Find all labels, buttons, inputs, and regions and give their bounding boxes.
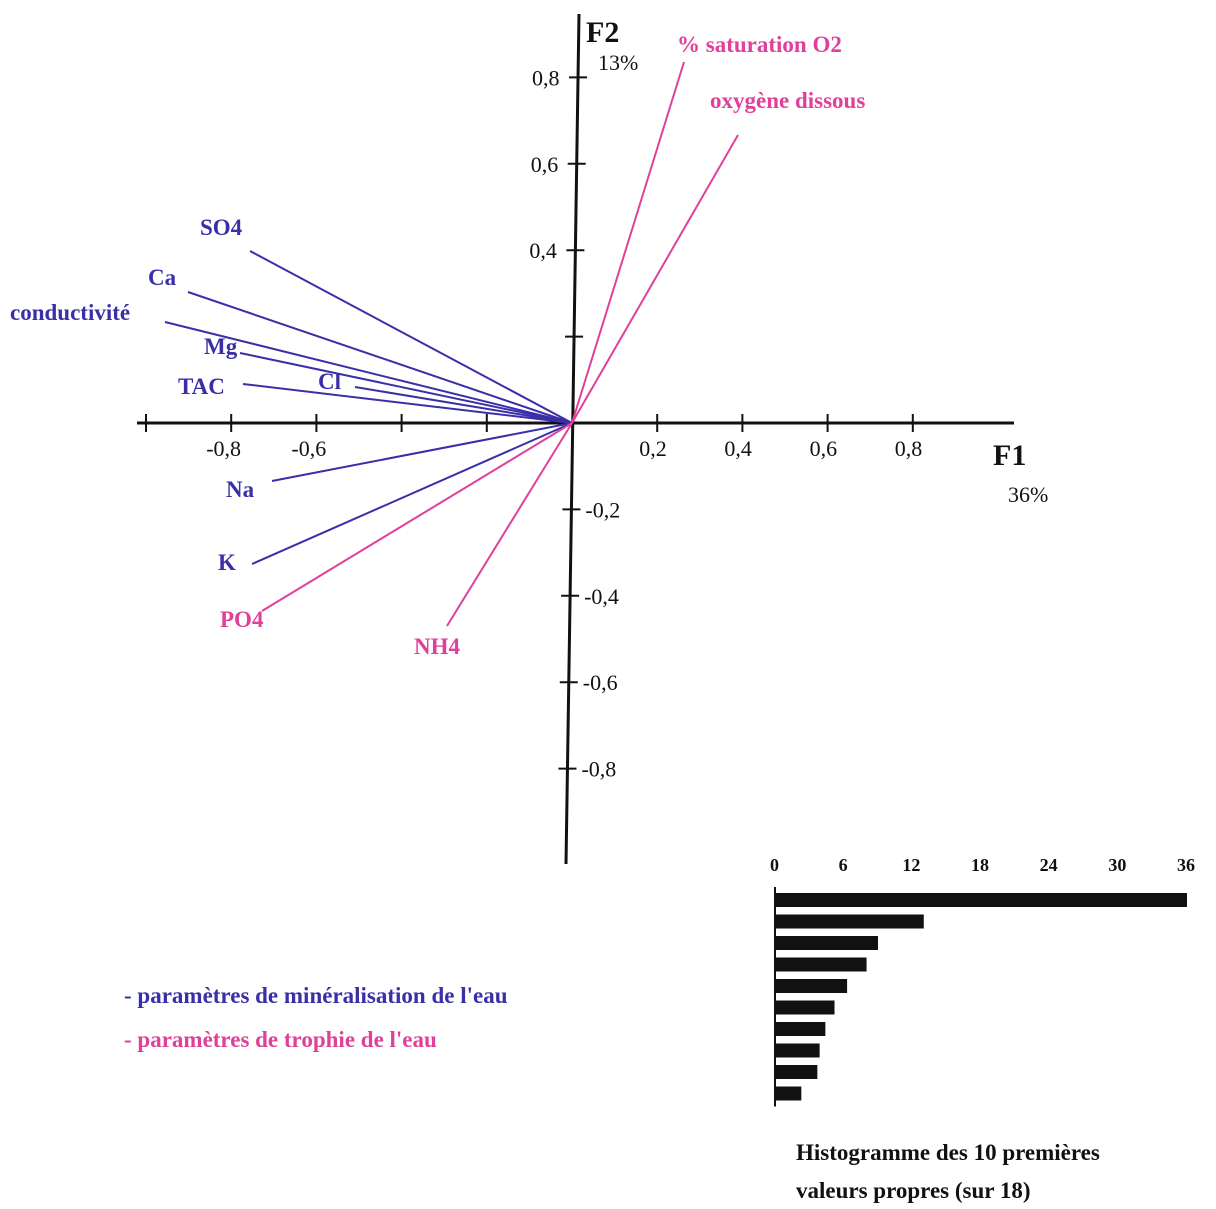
vector-line: [249, 250, 573, 424]
eigenvalue-histogram: 0 6 12 18 24 30 36: [770, 855, 1195, 1107]
vector-label: Cl: [318, 369, 341, 394]
y-tick-label: -0,4: [584, 584, 619, 609]
x-axis-variance: 36%: [1008, 482, 1048, 507]
vector-line: [571, 61, 685, 424]
vector-line: [354, 386, 573, 424]
x-axis-name: F1: [993, 439, 1026, 472]
vector-line: [261, 422, 573, 612]
y-tick-label: 0,8: [532, 65, 560, 90]
histogram-bar: [775, 914, 924, 929]
vector-label: PO4: [220, 607, 264, 632]
histogram-bar: [775, 1000, 835, 1015]
y-axis-name: F2: [586, 16, 619, 49]
x-tick-label: -0,8: [206, 436, 241, 461]
y-tick-label: -0,2: [585, 497, 620, 522]
x-tick-label: 0,2: [639, 436, 667, 461]
y-axis-line: [564, 13, 581, 865]
legend: - paramètres de minéralisation de l'eau …: [124, 983, 508, 1052]
vector-line: [239, 352, 573, 424]
vector-label: TAC: [178, 374, 225, 399]
vector-label: NH4: [414, 634, 461, 659]
legend-mineralisation: - paramètres de minéralisation de l'eau: [124, 983, 508, 1008]
vector-line: [187, 291, 573, 424]
vector-label: Mg: [204, 334, 238, 359]
variable-vectors: SO4 Ca conductivité Mg TAC Cl Na K PO4 NH4 % satur…: [10, 32, 865, 659]
y-tick-label: -0,8: [581, 757, 616, 782]
vector-line: [251, 422, 573, 565]
vector-line: [571, 134, 739, 424]
histogram-bar: [775, 957, 867, 972]
vector-line: [242, 383, 573, 424]
vector-label: K: [218, 550, 236, 575]
axis-labels: F2 13% F1 36%: [586, 16, 1048, 507]
x-tick-label: 0,8: [895, 436, 923, 461]
vector-line: [271, 422, 573, 482]
y-tick-label: -0,6: [583, 670, 618, 695]
legend-trophie: - paramètres de trophie de l'eau: [124, 1027, 437, 1052]
y-tick-label: 0,6: [531, 152, 559, 177]
histogram-bar: [775, 1086, 802, 1101]
vector-label: conductivité: [10, 300, 130, 325]
vector-line: [164, 321, 573, 424]
histogram-bar: [775, 1065, 818, 1079]
vector-label: Ca: [148, 265, 177, 290]
vector-label: Na: [226, 477, 255, 502]
histogram-bar: [775, 1022, 826, 1036]
histogram-tick-label: 0: [770, 855, 779, 875]
vector-label: % saturation O2: [677, 32, 842, 57]
histogram-tick-label: 12: [902, 855, 920, 875]
histogram-tick-label: 18: [971, 855, 989, 875]
vector-line: [446, 422, 573, 627]
histogram-bar: [775, 893, 1187, 907]
x-tick-label: 0,6: [810, 436, 838, 461]
axes: -0,8 -0,6 0,2 0,4 0,6 0,8 0,8 0,6 0,4 -0,2 -0,4 -0,…: [137, 13, 1014, 865]
histogram-caption-line2: valeurs propres (sur 18): [796, 1178, 1030, 1203]
x-tick-label: -0,6: [291, 436, 326, 461]
histogram-bar: [775, 979, 848, 993]
y-axis-variance: 13%: [598, 50, 638, 75]
histogram-caption-line1: Histogramme des 10 premières: [796, 1140, 1100, 1165]
histogram-tick-label: 6: [839, 855, 848, 875]
histogram-tick-label: 36: [1177, 855, 1195, 875]
vector-label: oxygène dissous: [710, 88, 865, 113]
histogram-tick-label: 30: [1108, 855, 1126, 875]
y-tick-label: 0,4: [529, 238, 557, 263]
histogram-tick-label: 24: [1040, 855, 1058, 875]
vector-label: SO4: [200, 215, 243, 240]
x-tick-label: 0,4: [724, 436, 752, 461]
histogram-bar: [775, 1043, 820, 1058]
histogram-caption: Histogramme des 10 premières valeurs pro…: [796, 1140, 1100, 1203]
histogram-bar: [775, 936, 878, 950]
